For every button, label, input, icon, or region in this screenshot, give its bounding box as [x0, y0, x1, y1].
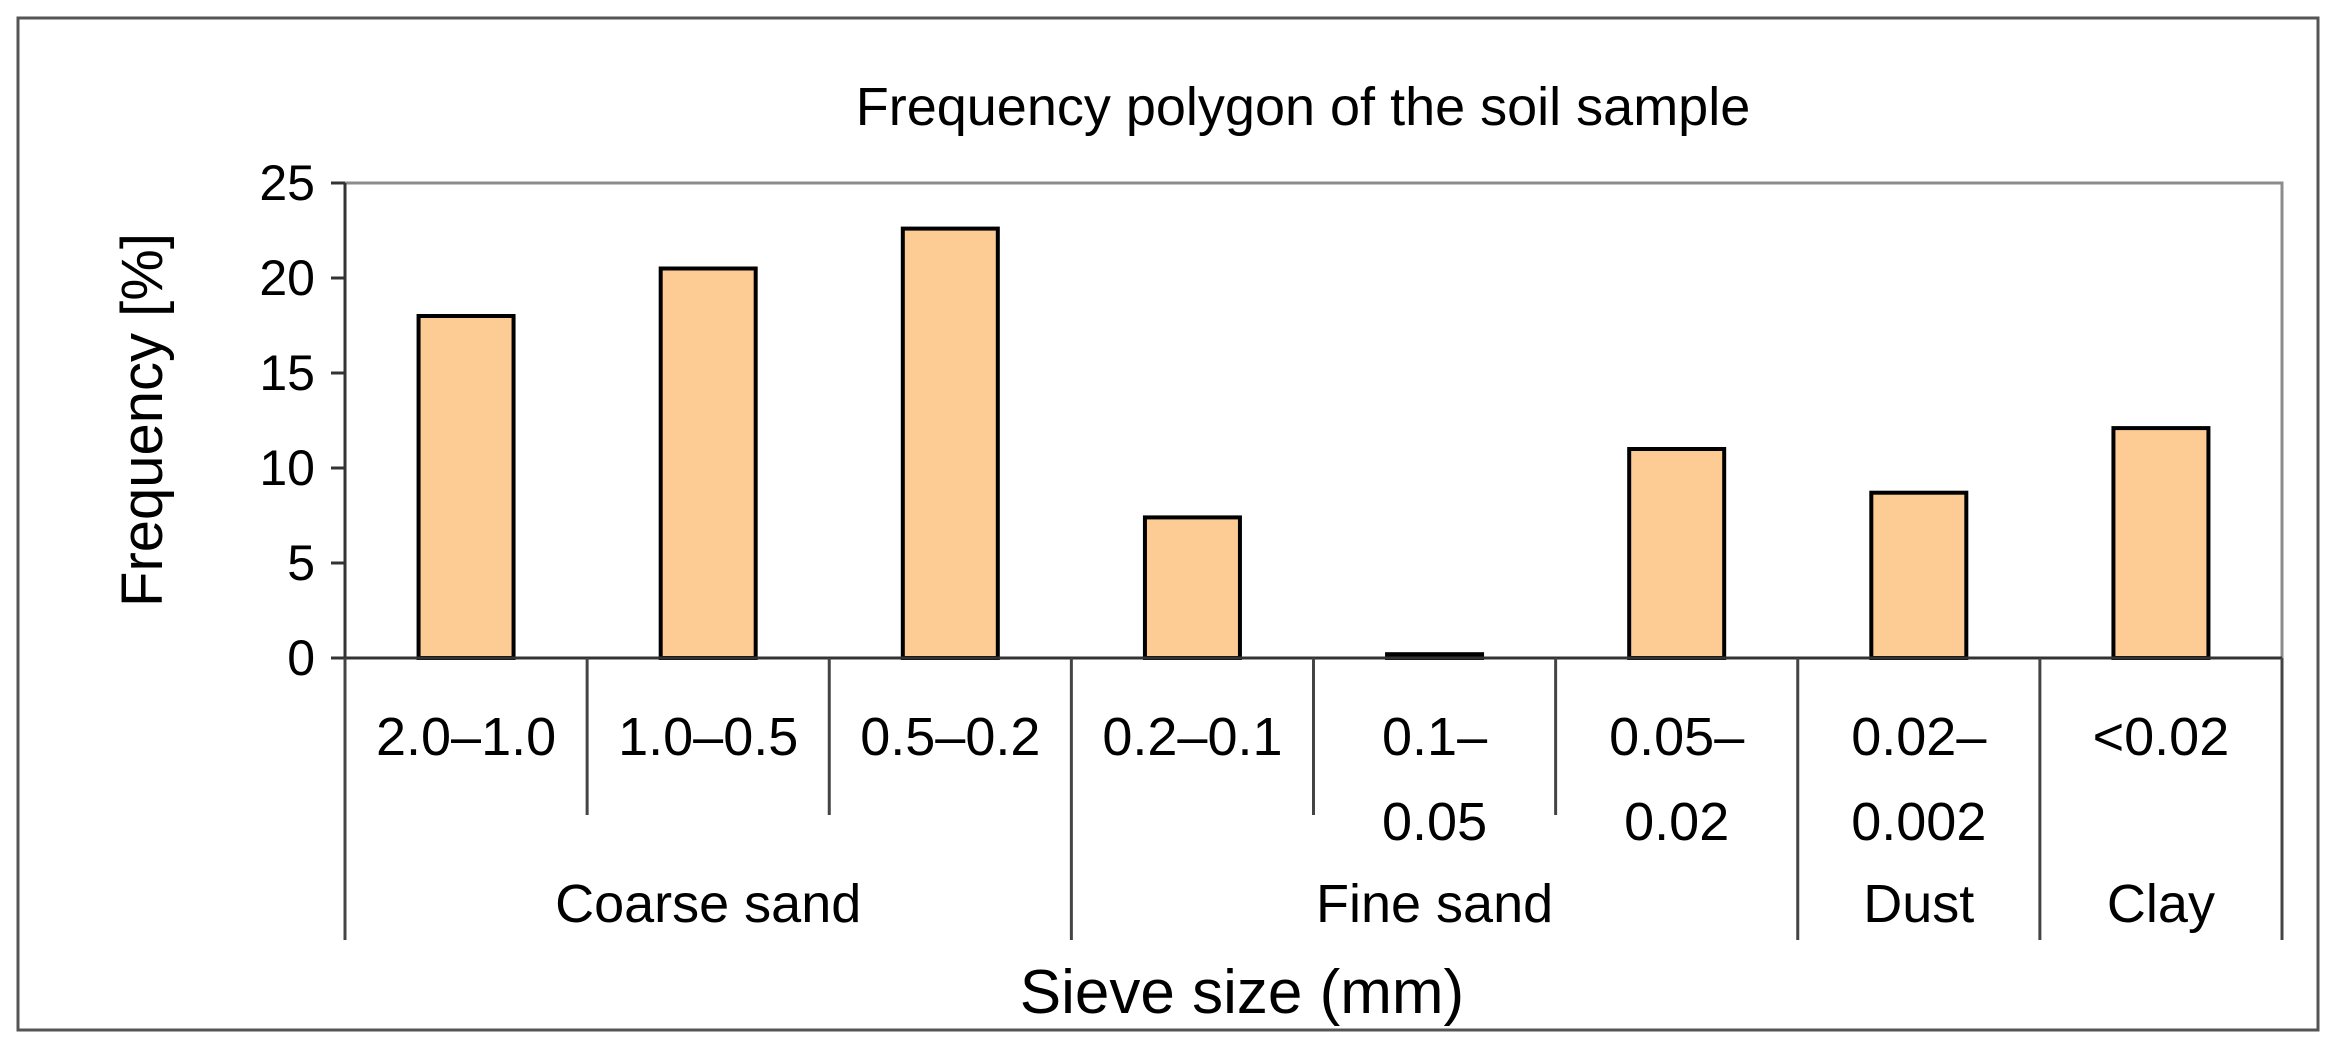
y-axis: 0 5 10 15 20 25	[259, 155, 347, 686]
x-tick-label: 2.0–1.0	[376, 707, 556, 767]
x-group-label: Fine sand	[1316, 874, 1553, 934]
bars	[345, 226, 2282, 661]
x-tick-label: 0.02–	[1851, 707, 1986, 767]
x-tick-label: 0.1–	[1382, 707, 1487, 767]
bar	[658, 266, 758, 660]
bar	[1627, 447, 1727, 660]
bar	[900, 226, 1000, 660]
chart-title: Frequency polygon of the soil sample	[856, 77, 1751, 137]
x-tick-label: 0.05–	[1609, 707, 1744, 767]
y-axis-title: Frequency [%]	[110, 233, 175, 607]
x-tick-label: 1.0–0.5	[618, 707, 798, 767]
y-tick-label: 15	[259, 345, 315, 401]
x-tick-label: 0.5–0.2	[860, 707, 1040, 767]
x-axis-title: Sieve size (mm)	[1020, 958, 1464, 1027]
x-group-label: Dust	[1863, 874, 1974, 934]
bar	[1142, 515, 1242, 661]
x-group-label: Clay	[2107, 874, 2215, 934]
bar	[1869, 490, 1969, 661]
x-tick-label: 0.2–0.1	[1102, 707, 1282, 767]
x-tick-label: 0.002	[1851, 792, 1986, 852]
x-group-label: Coarse sand	[555, 874, 861, 934]
bar	[2111, 426, 2211, 660]
bar	[416, 314, 516, 660]
y-tick-label: 20	[259, 250, 315, 306]
y-tick-label: 0	[287, 630, 315, 686]
x-tick-label: 0.05	[1382, 792, 1487, 852]
x-tick-label: <0.02	[2093, 707, 2230, 767]
y-tick-label: 25	[259, 155, 315, 211]
x-tick-label: 0.02	[1624, 792, 1729, 852]
y-tick-label: 10	[259, 440, 315, 496]
x-axis-categories: 2.0–1.0 1.0–0.5 0.5–0.2 0.2–0.1 0.1– 0.05 0.05…	[343, 658, 2284, 940]
y-tick-label: 5	[287, 535, 315, 591]
